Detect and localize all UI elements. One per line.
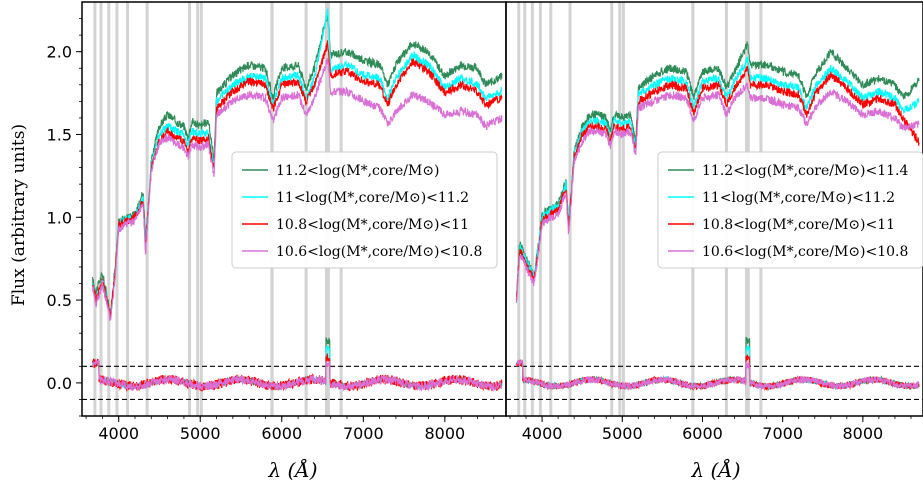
legend-box (657, 151, 923, 269)
x-tick-label: 4000 (98, 424, 139, 443)
spectrum-line (92, 57, 503, 321)
left-panel: 4000 5000 6000 7000 8000 0.0 0.5 1.0 1.5 2.0 11.2<… (47, 1, 507, 443)
masked-band (538, 2, 542, 416)
spectrum-line (92, 11, 503, 315)
legend-label: 10.6<log(M*,core/M⊙)<10.8 (276, 244, 482, 260)
masked-band (610, 2, 614, 416)
spectrum-line (515, 66, 920, 302)
legend-label: 11<log(M*,core/M⊙)<11.2 (702, 190, 895, 206)
x-tick-label: 5000 (602, 424, 643, 443)
legend-label: 11<log(M*,core/M⊙)<11.2 (276, 190, 469, 206)
y-axis-label: Flux (arbitrary units) (9, 124, 29, 306)
right-panel: 4000 5000 6000 7000 8000 11.2<log(M*,core/M⊙)… (505, 1, 923, 443)
legend-label: 10.8<log(M*,core/M⊙)<11 (702, 217, 895, 233)
masked-band (196, 2, 200, 416)
x-tick-label: 7000 (343, 424, 384, 443)
legend-box (231, 151, 498, 269)
x-tick-label: 7000 (762, 424, 803, 443)
masked-band (115, 2, 119, 416)
y-tick-label: 2.0 (47, 43, 72, 62)
masked-band (107, 2, 111, 416)
masked-band (188, 2, 191, 416)
residual-line (516, 359, 920, 391)
x-axis-label-left: λ (Å) (267, 457, 317, 482)
masked-band (126, 2, 130, 416)
masked-band (621, 2, 625, 416)
masked-band (199, 2, 203, 416)
residual-line (92, 359, 503, 393)
masked-band (618, 2, 622, 416)
legend: 11.2<log(M*,core/M⊙) 11<log(M*,core/M⊙)<1… (231, 151, 498, 269)
spectrum-line (515, 82, 920, 303)
masked-band (145, 2, 149, 416)
legend: 11.2<log(M*,core/M⊙)<11.4 11<log(M*,core/… (657, 151, 923, 269)
x-tick-label: 8000 (842, 424, 883, 443)
x-tick-label: 8000 (424, 424, 465, 443)
x-axis-label-right: λ (Å) (690, 457, 740, 482)
plot-frame (505, 1, 923, 417)
x-tick-label: 6000 (682, 424, 723, 443)
x-tick-label: 4000 (522, 424, 563, 443)
legend-label: 11.2<log(M*,core/M⊙) (276, 163, 440, 179)
masked-band (99, 2, 103, 416)
y-tick-label: 0.0 (47, 374, 72, 393)
masked-band (93, 2, 97, 416)
legend-label: 11.2<log(M*,core/M⊙)<11.4 (702, 163, 909, 179)
y-tick-label: 1.5 (47, 125, 72, 144)
masked-band (523, 2, 527, 416)
x-tick-label: 5000 (180, 424, 221, 443)
legend-label: 10.8<log(M*,core/M⊙)<11 (276, 217, 469, 233)
masked-band (530, 2, 534, 416)
spectrum-line (92, 7, 503, 318)
masked-band (517, 2, 521, 416)
legend-label: 10.6<log(M*,core/M⊙)<10.8 (702, 244, 908, 260)
y-tick-label: 1.0 (47, 208, 72, 227)
y-tick-label: 0.5 (47, 291, 72, 310)
x-tick-label: 6000 (261, 424, 302, 443)
